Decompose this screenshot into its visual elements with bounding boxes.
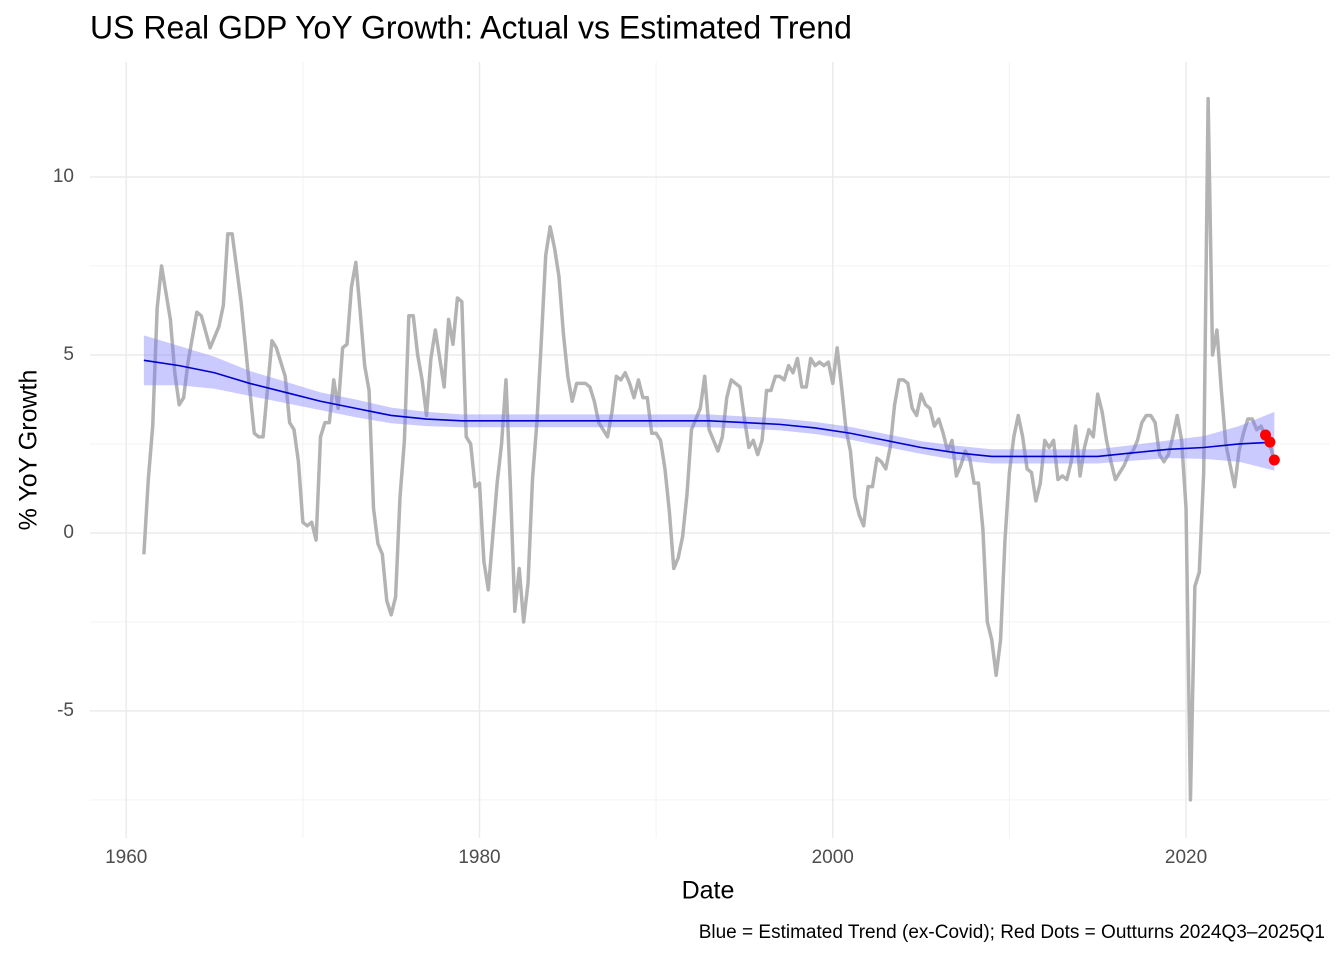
trend-band — [143, 335, 1275, 471]
x-tick-label: 1980 — [458, 847, 500, 868]
y-tick-label: -5 — [57, 700, 74, 721]
y-tick-label: 5 — [63, 344, 74, 365]
y-tick-label: 10 — [53, 166, 74, 187]
x-axis-label: Date — [682, 877, 735, 905]
y-axis-label: % YoY Growth — [15, 370, 43, 531]
caption: Blue = Estimated Trend (ex-Covid); Red D… — [699, 922, 1325, 943]
y-tick-label: 0 — [63, 522, 74, 543]
actual-line — [142, 96, 1277, 802]
outturn-dot — [1268, 454, 1280, 466]
chart-title: US Real GDP YoY Growth: Actual vs Estima… — [90, 9, 852, 45]
x-tick-label: 1960 — [105, 847, 147, 868]
outturn-dot — [1264, 436, 1276, 448]
x-tick-label: 2000 — [812, 847, 854, 868]
x-tick-label: 2020 — [1165, 847, 1207, 868]
trend-line — [143, 359, 1275, 458]
